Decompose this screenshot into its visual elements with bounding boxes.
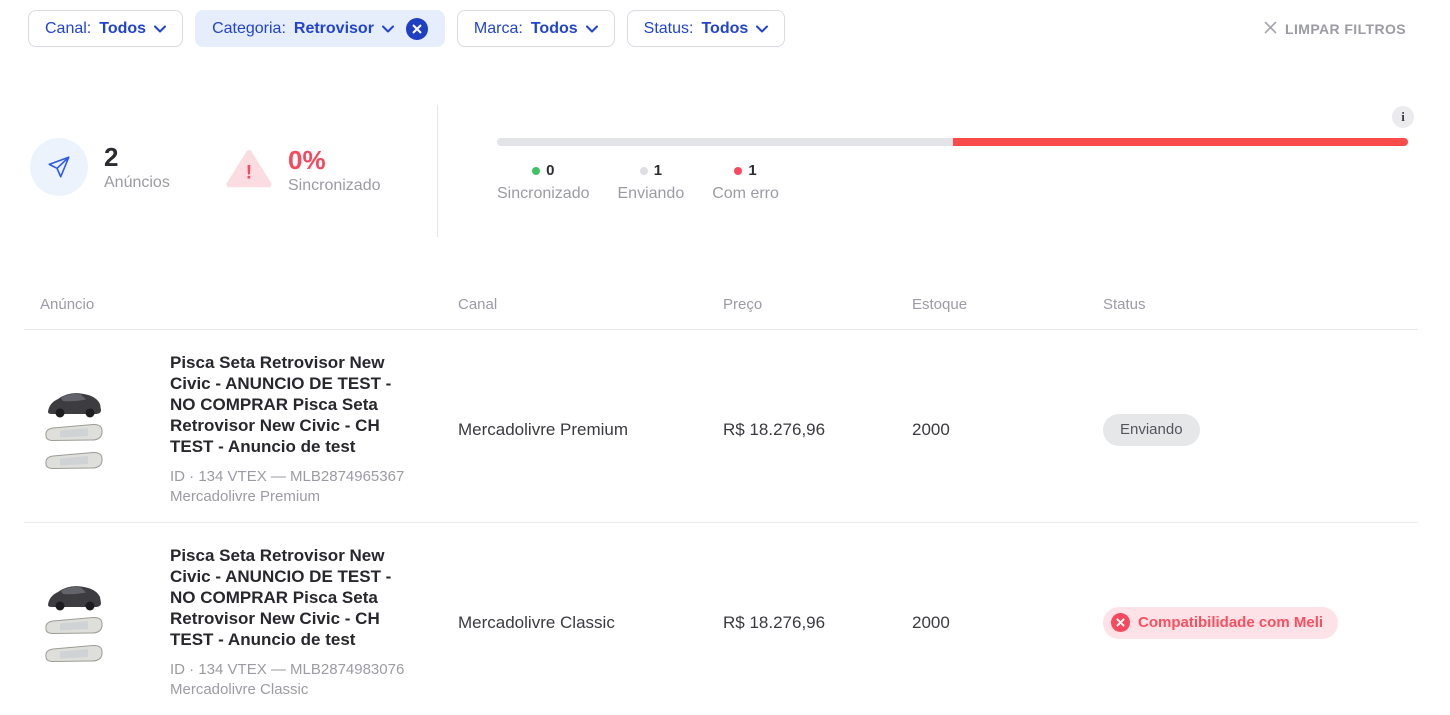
filter-chip-label: Categoria: xyxy=(212,19,286,37)
legend-item-sincronizado: 0 Sincronizado xyxy=(497,162,590,203)
legend-item-com-erro: 1 Com erro xyxy=(712,162,779,203)
chevron-down-icon xyxy=(381,25,394,33)
info-icon[interactable]: i xyxy=(1392,106,1414,128)
svg-text:!: ! xyxy=(246,162,252,183)
cell-preco: R$ 18.276,96 xyxy=(723,612,826,632)
listings-table: Anúncio Canal Preço Estoque Status Pisca… xyxy=(24,288,1418,715)
progress-segment-com-erro xyxy=(952,138,1408,146)
status-badge: Enviando xyxy=(1103,413,1200,446)
clear-filters-label: LIMPAR FILTROS xyxy=(1285,20,1406,37)
col-header-status: Status xyxy=(1103,296,1146,313)
listing-title[interactable]: Pisca Seta Retrovisor New Civic - ANUNCI… xyxy=(170,353,392,456)
cell-canal: Mercadolivre Classic xyxy=(458,612,615,632)
table-header-row: Anúncio Canal Preço Estoque Status xyxy=(24,288,1418,330)
filter-chip-value: Todos xyxy=(701,19,749,37)
clear-filters-button[interactable]: LIMPAR FILTROS xyxy=(1264,21,1406,37)
status-badge-label: Enviando xyxy=(1120,421,1183,438)
legend-label: Enviando xyxy=(617,185,685,202)
listing-title[interactable]: Pisca Seta Retrovisor New Civic - ANUNCI… xyxy=(170,546,392,649)
col-header-preco: Preço xyxy=(723,296,763,313)
remove-filter-icon[interactable] xyxy=(405,17,428,40)
product-image xyxy=(45,586,103,663)
gray-dot-icon xyxy=(639,166,648,175)
error-circle-icon xyxy=(1111,613,1130,632)
filter-chip-marca[interactable]: Marca: Todos xyxy=(456,10,615,47)
filter-chips: Canal: Todos Categoria: Retrovisor Marca… xyxy=(28,10,786,47)
col-header-anuncio: Anúncio xyxy=(40,296,95,313)
anuncios-label: Anúncios xyxy=(104,174,170,191)
sync-label: Sincronizado xyxy=(288,177,381,194)
filter-chip-label: Canal: xyxy=(45,19,92,37)
col-header-canal: Canal xyxy=(458,296,498,313)
info-glyph: i xyxy=(1401,109,1405,124)
cell-estoque: 2000 xyxy=(912,612,950,632)
stat-anuncios: 2 Anúncios xyxy=(30,138,170,196)
cell-canal: Mercadolivre Premium xyxy=(458,419,629,439)
sync-percent: 0% xyxy=(288,145,326,175)
legend-count: 0 xyxy=(546,162,555,179)
filter-bar: Canal: Todos Categoria: Retrovisor Marca… xyxy=(28,10,1406,47)
stat-sincronizado: ! 0% Sincronizado xyxy=(226,145,381,195)
cell-estoque: 2000 xyxy=(912,419,950,439)
table-row[interactable]: Pisca Seta Retrovisor New Civic - ANUNCI… xyxy=(24,330,1418,523)
sync-progress-bar xyxy=(497,138,1408,146)
green-dot-icon xyxy=(532,166,541,175)
filter-chip-value: Todos xyxy=(530,19,578,37)
status-badge: Compatibilidade com Meli xyxy=(1103,606,1339,639)
clear-x-icon xyxy=(1264,21,1277,37)
progress-segment-enviando xyxy=(497,138,953,146)
legend-count: 1 xyxy=(748,162,757,179)
filter-chip-label: Marca: xyxy=(473,19,523,37)
legend-label: Sincronizado xyxy=(497,185,590,202)
anuncios-count: 2 xyxy=(104,142,119,172)
filter-chip-categoria[interactable]: Categoria: Retrovisor xyxy=(195,10,445,47)
col-header-estoque: Estoque xyxy=(912,296,968,313)
chevron-down-icon xyxy=(585,25,598,33)
chevron-down-icon xyxy=(756,25,769,33)
cell-preco: R$ 18.276,96 xyxy=(723,419,826,439)
legend-item-enviando: 1 Enviando xyxy=(618,162,685,203)
listing-channel-line: Mercadolivre Classic xyxy=(170,681,309,698)
summary-section: 2 Anúncios ! 0% Sincronizado i 0 Sincr xyxy=(0,105,1450,245)
warning-triangle-icon: ! xyxy=(226,147,272,194)
product-image xyxy=(45,393,103,470)
chevron-down-icon xyxy=(154,25,167,33)
status-badge-label: Compatibilidade com Meli xyxy=(1138,614,1324,631)
listing-id-line: ID · 134 VTEX — MLB2874983076 xyxy=(170,661,405,678)
listing-channel-line: Mercadolivre Premium xyxy=(170,488,321,505)
filter-chip-value: Todos xyxy=(99,19,147,37)
filter-chip-label: Status: xyxy=(643,19,694,37)
filter-chip-status[interactable]: Status: Todos xyxy=(626,10,786,47)
legend-count: 1 xyxy=(653,162,663,179)
legend-label: Com erro xyxy=(712,185,779,202)
filter-chip-canal[interactable]: Canal: Todos xyxy=(28,10,184,47)
progress-legend: 0 Sincronizado 1 Enviando 1 Com erro xyxy=(497,162,779,203)
summary-divider xyxy=(437,105,438,237)
table-row[interactable]: Pisca Seta Retrovisor New Civic - ANUNCI… xyxy=(24,523,1418,715)
filter-chip-value: Retrovisor xyxy=(293,19,374,37)
red-dot-icon xyxy=(734,166,743,175)
listing-id-line: ID · 134 VTEX — MLB2874965367 xyxy=(170,468,405,485)
send-icon xyxy=(30,138,88,196)
